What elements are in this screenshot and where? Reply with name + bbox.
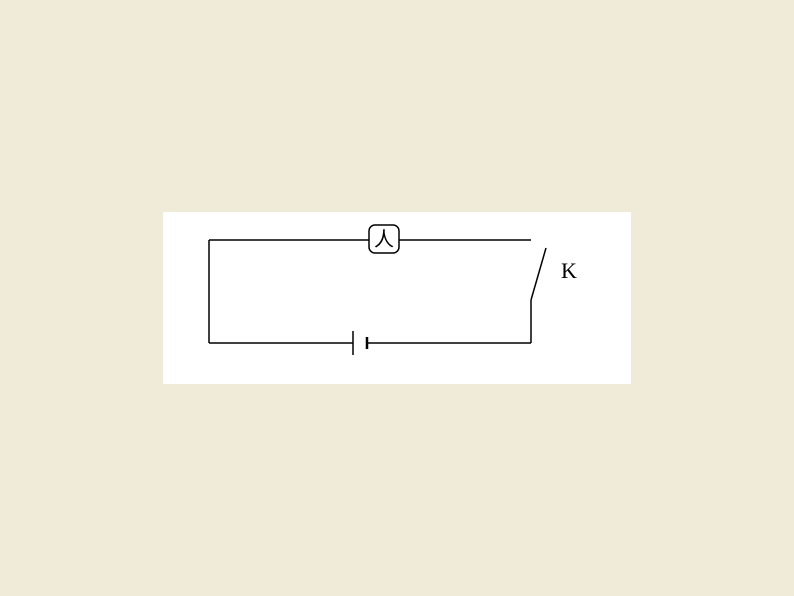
switch-arm [531, 248, 546, 300]
circuit-svg: 人 K [163, 212, 631, 384]
component-label: 人 [374, 228, 394, 251]
switch-label: K [561, 258, 577, 283]
circuit-diagram: 人 K [163, 212, 631, 384]
